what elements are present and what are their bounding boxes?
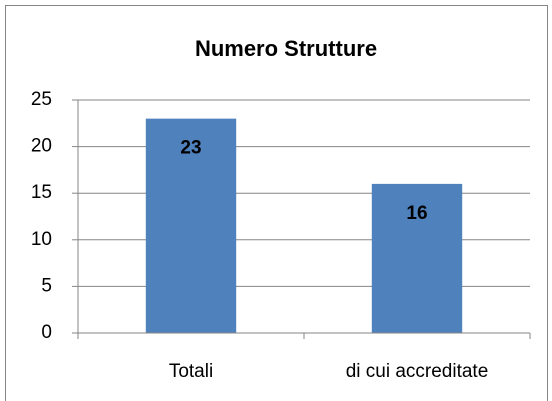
y-tick-label: 15: [31, 182, 52, 203]
chart-frame: [5, 5, 548, 401]
data-label: 16: [406, 203, 427, 224]
chart-title: Numero Strutture: [195, 36, 377, 61]
bar: [371, 183, 463, 333]
data-label: 23: [180, 138, 201, 159]
y-tick-label: 0: [41, 322, 52, 343]
bar: [145, 118, 237, 333]
y-tick-label: 20: [31, 136, 52, 157]
x-tick-label: Totali: [169, 361, 213, 382]
y-tick-label: 5: [41, 275, 52, 296]
x-tick-label: di cui accreditate: [346, 361, 489, 382]
y-tick-label: 25: [31, 89, 52, 110]
y-tick-label: 10: [31, 229, 52, 250]
